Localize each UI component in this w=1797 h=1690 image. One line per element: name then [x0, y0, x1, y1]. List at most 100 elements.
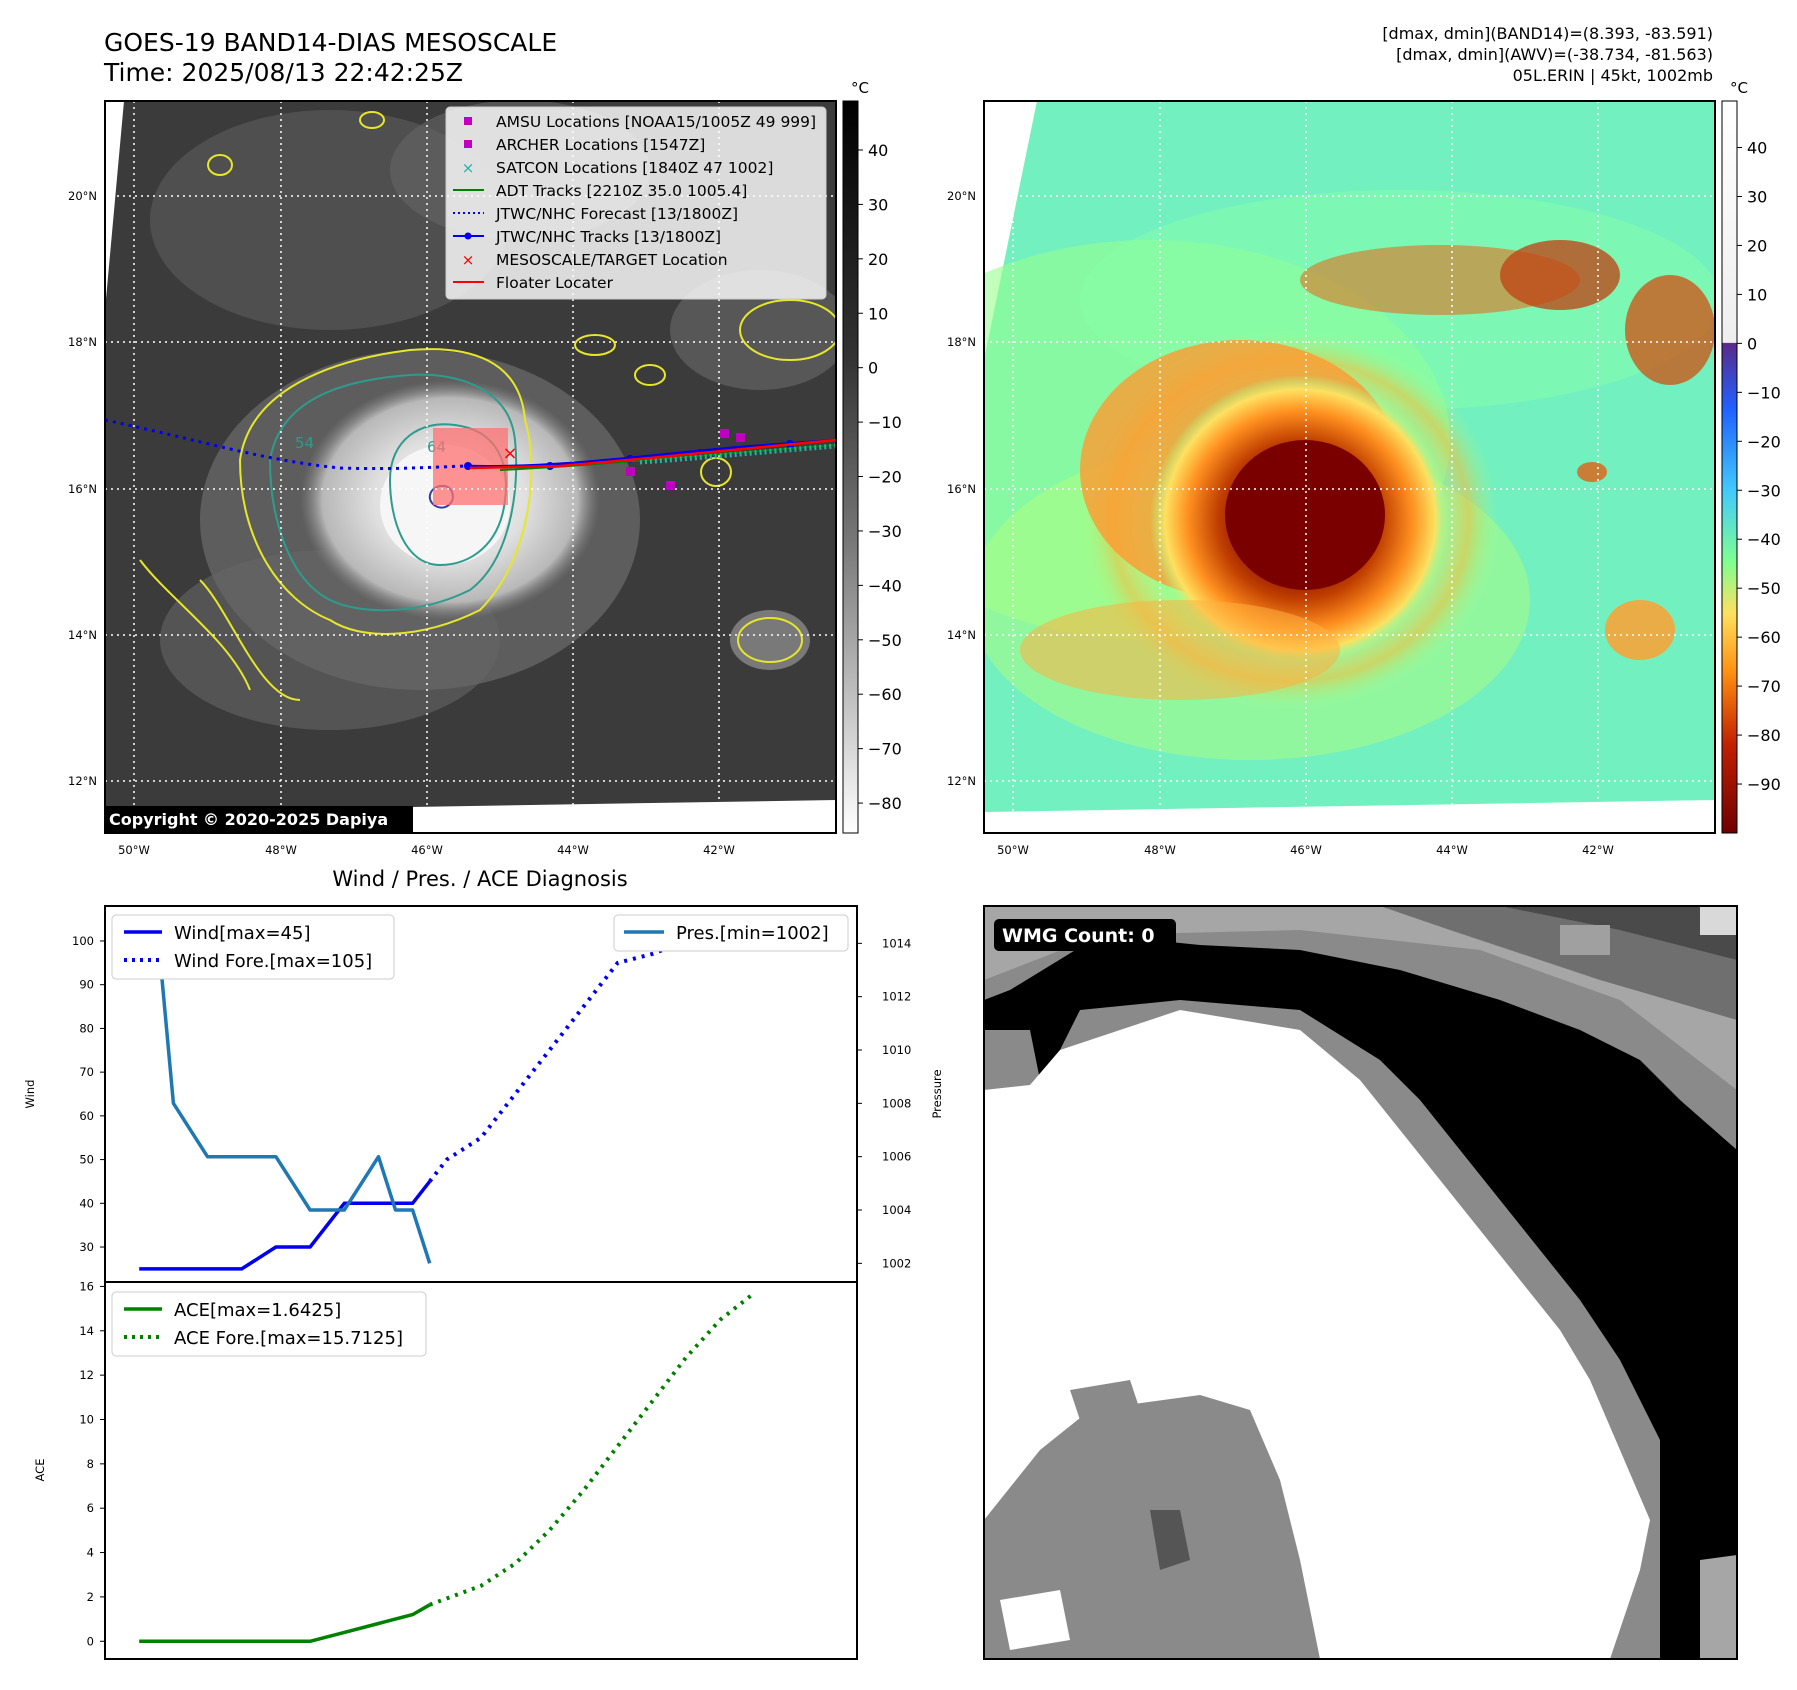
ace-chart-ytick-label-2: 4 — [87, 1546, 94, 1560]
awv-lon-labels: 50°W 48°W 46°W 44°W 42°W — [997, 843, 1614, 857]
ir-lat-labels: 20°N 18°N 16°N 14°N 12°N — [68, 189, 97, 788]
wind-chart-series-2 — [139, 914, 432, 1264]
adt-track — [499, 444, 836, 471]
ir-lon-44w: 44°W — [557, 843, 589, 857]
legend-amsu: AMSU Locations [NOAA15/1005Z 49 999] — [496, 113, 816, 131]
ir-colorbar-tick-label-10: −60 — [868, 685, 902, 704]
awv-lat-18n: 18°N — [947, 335, 976, 349]
wind-chart-y2tick-label-0: 1002 — [882, 1256, 911, 1270]
legend-archer: ARCHER Locations [1547Z] — [496, 136, 705, 154]
ir-map-legend: AMSU Locations [NOAA15/1005Z 49 999] ARC… — [445, 106, 827, 300]
ir-colorbar-tick-label-3: 10 — [868, 304, 888, 323]
ir-lon-48w: 48°W — [265, 843, 297, 857]
wind-chart-ytick-label-3: 60 — [79, 1109, 94, 1123]
awv-colorbar-tick-label-2: 20 — [1747, 236, 1767, 255]
wind-chart-ytick-label-4: 70 — [79, 1065, 94, 1079]
awv-colorbar-tick-label-7: −30 — [1747, 481, 1781, 500]
pressure-legend: Pres.[min=1002] — [613, 914, 849, 952]
awv-gridlines — [984, 101, 1715, 833]
figure-title: GOES-19 BAND14-DIAS MESOSCALE — [104, 28, 557, 57]
wmg-count: WMG Count: 0 — [1002, 925, 1155, 947]
wmg-panel: WMG Count: 0 — [983, 905, 1738, 1660]
legend-forecast: JTWC/NHC Forecast [13/1800Z] — [495, 205, 738, 223]
dmax-awv: [dmax, dmin](AWV)=(-38.734, -81.563) — [1396, 45, 1713, 64]
legend-satcon: SATCON Locations [1840Z 47 1002] — [496, 159, 773, 177]
ace-legend: ACE[max=1.6425] ACE Fore.[max=15.7125] — [111, 1291, 427, 1357]
ir-lon-46w: 46°W — [411, 843, 443, 857]
ir-colorbar-tick-label-9: −50 — [868, 631, 902, 650]
ir-lat-12n: 12°N — [68, 774, 97, 788]
diagnosis-title: Wind / Pres. / ACE Diagnosis — [332, 867, 627, 891]
ace-chart-ytick-label-5: 10 — [79, 1412, 94, 1426]
pressure-axis-label: Pressure — [930, 1069, 944, 1118]
ir-colorbar-tick-label-11: −70 — [868, 740, 902, 759]
wind-chart-ytick-label-2: 50 — [79, 1153, 94, 1167]
ir-colorbar-ticks: 40 30 20 10 0 −10 −20 −30 −40 −50 −60 −70 −80 — [858, 141, 902, 813]
awv-colorbar-tick-label-1: 30 — [1747, 187, 1767, 206]
target-marker: × — [502, 443, 517, 464]
ir-lon-42w: 42°W — [703, 843, 735, 857]
ir-lat-18n: 18°N — [68, 335, 97, 349]
legend-archer-marker — [464, 140, 472, 148]
awv-colorbar-tick-label-4: 0 — [1747, 334, 1757, 353]
ir-colorbar-unit: °C — [851, 79, 869, 97]
awv-colorbar-tick-label-13: −90 — [1747, 775, 1781, 794]
ir-gridlines — [105, 101, 836, 833]
pressure-legend-label: Pres.[min=1002] — [676, 923, 829, 944]
legend-adt: ADT Tracks [2210Z 35.0 1005.4] — [496, 182, 747, 200]
ace-chart-ytick-label-7: 14 — [79, 1324, 94, 1338]
awv-colorbar-tick-label-12: −80 — [1747, 726, 1781, 745]
ir-colorbar-tick-label-0: 40 — [868, 141, 888, 160]
ace-chart-series-0 — [139, 1603, 431, 1644]
awv-lon-50w: 50°W — [997, 843, 1029, 857]
legend-satcon-marker: × — [462, 159, 475, 177]
awv-lat-12n: 12°N — [947, 774, 976, 788]
awv-lon-46w: 46°W — [1290, 843, 1322, 857]
ir-lat-14n: 14°N — [68, 628, 97, 642]
ir-colorbar-tick-label-8: −40 — [868, 576, 902, 595]
copyright: Copyright © 2020-2025 Dapiya — [109, 810, 388, 829]
wind-chart-series-1 — [428, 917, 755, 1183]
awv-colorbar-ticks: 40 30 20 10 0 −10 −20 −30 −40 −50 −60 −70 −80 −90 — [1737, 139, 1781, 794]
awv-colorbar-unit: °C — [1730, 79, 1748, 97]
awv-lon-44w: 44°W — [1436, 843, 1468, 857]
ir-colorbar-tick-label-5: −10 — [868, 413, 902, 432]
awv-colorbar-tick-label-9: −50 — [1747, 579, 1781, 598]
floater-track — [469, 438, 836, 470]
storm-info: 05L.ERIN | 45kt, 1002mb — [1513, 66, 1713, 85]
ace-chart-ytick-label-1: 2 — [87, 1590, 94, 1604]
wind-chart-ytick-label-5: 80 — [79, 1021, 94, 1035]
wind-chart-y2tick-label-1: 1004 — [882, 1203, 911, 1217]
ir-colorbar-tick-label-6: −20 — [868, 468, 902, 487]
awv-colorbar: °C — [1721, 79, 1748, 834]
wind-fore-legend-label: Wind Fore.[max=105] — [174, 951, 372, 972]
awv-lat-16n: 16°N — [947, 482, 976, 496]
wind-chart-y2tick-label-2: 1006 — [882, 1150, 911, 1164]
ir-lat-20n: 20°N — [68, 189, 97, 203]
ace-chart-ytick-label-6: 12 — [79, 1368, 94, 1382]
ir-lon-labels: 50°W 48°W 46°W 44°W 42°W — [118, 843, 735, 857]
fix-markers — [626, 429, 745, 490]
awv-colorbar-tick-label-8: −40 — [1747, 530, 1781, 549]
awv-colorbar-tick-label-6: −20 — [1747, 432, 1781, 451]
wind-chart-y2tick-label-4: 1010 — [882, 1043, 911, 1057]
ir-colorbar-tick-label-12: −80 — [868, 794, 902, 813]
ace-chart-ytick-label-8: 16 — [79, 1279, 94, 1293]
ir-map-panel: 54 64 — [104, 100, 837, 834]
awv-map-panel — [983, 100, 1716, 834]
awv-colorbar-tick-label-0: 40 — [1747, 139, 1767, 158]
legend-tracks: JTWC/NHC Tracks [13/1800Z] — [495, 228, 721, 246]
wind-legend: Wind[max=45] Wind Fore.[max=105] — [111, 914, 395, 980]
awv-lat-14n: 14°N — [947, 628, 976, 642]
awv-lon-42w: 42°W — [1582, 843, 1614, 857]
figure-time: Time: 2025/08/13 22:42:25Z — [103, 58, 463, 87]
ace-axis-label: ACE — [33, 1459, 47, 1482]
wind-chart-ytick-label-6: 90 — [79, 978, 94, 992]
awv-colorbar-tick-label-11: −70 — [1747, 677, 1781, 696]
legend-amsu-marker — [464, 117, 472, 125]
wind-axis-label: Wind — [23, 1080, 37, 1109]
wind-chart-y2tick-label-6: 1014 — [882, 936, 911, 950]
awv-lat-labels: 20°N 18°N 16°N 14°N 12°N — [947, 189, 976, 788]
legend-target-marker: × — [462, 251, 475, 269]
